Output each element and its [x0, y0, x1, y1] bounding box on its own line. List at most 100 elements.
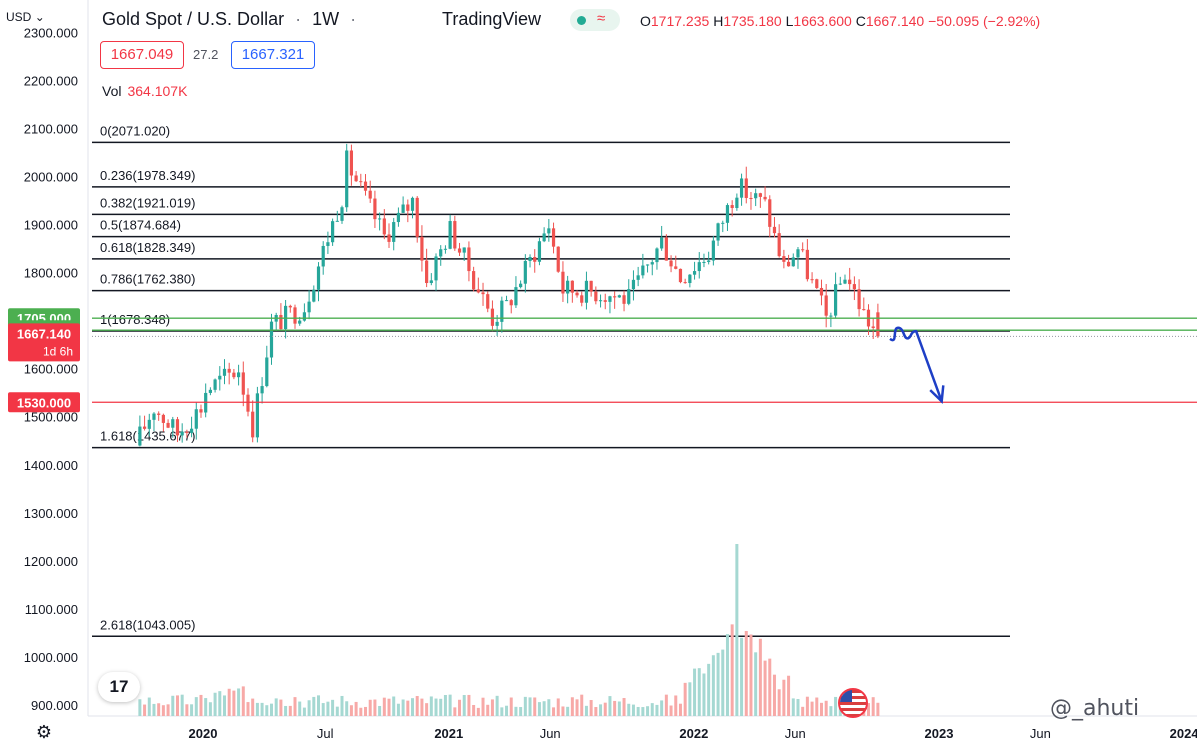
candle-body	[598, 300, 603, 302]
volume-bar	[382, 697, 386, 716]
candle-body	[876, 312, 880, 337]
candle-body	[321, 245, 325, 267]
candle-body	[514, 287, 518, 306]
candle-body	[467, 247, 471, 272]
candle-body	[401, 204, 405, 213]
candle-body	[815, 279, 819, 288]
candle-body	[293, 307, 297, 324]
candle-body	[298, 320, 302, 324]
candle-body	[627, 289, 631, 304]
candle-body	[288, 305, 292, 308]
candle-body	[387, 234, 391, 242]
candle-body	[660, 237, 664, 249]
volume-bar	[260, 702, 264, 716]
candle-body	[392, 222, 396, 242]
volume-bar	[744, 630, 748, 716]
candle-body	[556, 246, 560, 272]
market-status-pill[interactable]: ≈	[570, 9, 620, 31]
volume-bar	[834, 696, 838, 716]
projection-arrowhead	[929, 385, 945, 405]
volume-bar	[227, 688, 231, 716]
volume-bar	[594, 707, 598, 716]
candle-body	[786, 261, 791, 267]
volume-bars	[138, 544, 880, 716]
candle-body	[725, 205, 730, 223]
volume-bar	[349, 705, 353, 716]
candle-body	[622, 295, 626, 304]
volume-bar	[707, 663, 711, 716]
candle-body	[349, 150, 354, 176]
gear-icon[interactable]: ⚙	[35, 722, 53, 742]
volume-bar	[655, 704, 659, 716]
volume-bar	[523, 696, 527, 716]
volume-bar	[481, 697, 485, 716]
candle-body	[283, 305, 288, 330]
volume-bar	[345, 701, 349, 716]
volume-bar	[627, 703, 631, 716]
volume-bar	[157, 703, 161, 716]
candle-body	[829, 315, 833, 317]
volume-bar	[509, 697, 513, 716]
volume-bar	[533, 697, 537, 716]
interval-label[interactable]: 1W	[312, 9, 340, 29]
candle-body	[735, 197, 739, 209]
fib-level-label: 1.618(1435.677)	[100, 429, 195, 444]
candle-body	[373, 198, 377, 220]
volume-bar	[660, 700, 664, 716]
volume-bar	[566, 706, 570, 716]
candle-body	[537, 241, 542, 262]
sell-button[interactable]: 1667.049	[100, 41, 184, 69]
candle-body	[801, 249, 805, 251]
volume-bar	[354, 701, 358, 716]
candle-body	[382, 218, 386, 235]
spread-value: 27.2	[193, 47, 219, 62]
volume-bar	[688, 682, 692, 716]
volume-bar	[284, 705, 288, 716]
volume-bar	[702, 673, 706, 716]
candle-body	[692, 271, 697, 275]
candle-body	[222, 368, 227, 376]
us-flag-event-icon[interactable]	[838, 688, 868, 718]
symbol-title[interactable]: Gold Spot / U.S. Dollar · 1W ·	[102, 9, 356, 30]
volume-bar	[617, 701, 621, 716]
volume-bar	[147, 697, 151, 716]
volume-label: Vol	[102, 83, 122, 99]
buy-button[interactable]: 1667.321	[231, 41, 315, 69]
candle-body	[744, 178, 748, 198]
volume-bar	[580, 694, 584, 716]
candle-body	[434, 256, 438, 281]
volume-bar	[293, 697, 297, 716]
volume-bar	[505, 705, 509, 716]
candle-body	[425, 260, 429, 284]
candle-body	[138, 426, 142, 446]
time-tick-label: 2024	[1170, 726, 1197, 741]
tradingview-logo-icon[interactable]: 17	[98, 672, 140, 702]
candle-body	[674, 266, 678, 269]
candle-body	[838, 283, 842, 285]
candle-body	[495, 321, 499, 326]
volume-bar	[697, 668, 701, 716]
volume-bar	[876, 702, 880, 716]
candle-body	[566, 280, 570, 294]
candle-body	[453, 221, 457, 249]
volume-bar	[199, 694, 203, 716]
currency-selector[interactable]: USD ⌄	[6, 10, 45, 24]
candle-body	[749, 197, 753, 199]
change-value: −50.095 (−2.92%)	[928, 13, 1041, 29]
volume-value: 364.107K	[127, 83, 188, 99]
volume-bar	[368, 699, 372, 716]
volume-bar	[650, 703, 654, 716]
candle-body	[631, 279, 636, 290]
candle-body	[763, 196, 767, 200]
candle-body	[218, 375, 222, 380]
volume-bar	[152, 703, 156, 716]
volume-bar	[166, 704, 170, 716]
volume-bar	[815, 697, 819, 716]
candle-body	[805, 249, 809, 280]
candle-body	[265, 357, 269, 387]
volume-bar	[237, 688, 241, 716]
high-value: 1735.180	[723, 13, 782, 29]
volume-bar	[495, 695, 499, 716]
volume-bar	[213, 692, 217, 716]
